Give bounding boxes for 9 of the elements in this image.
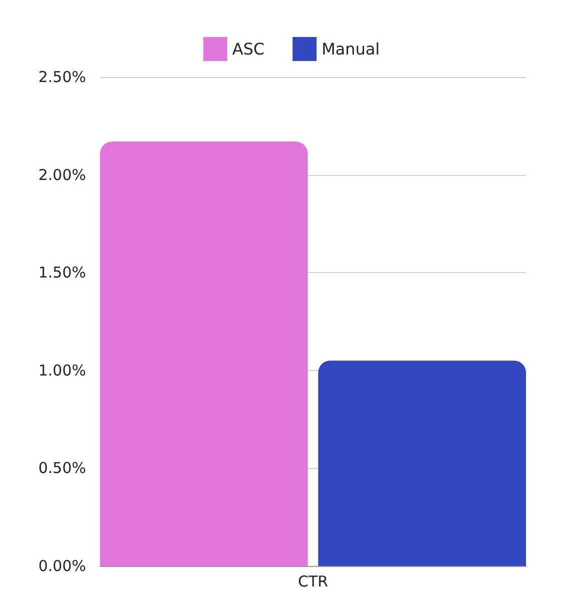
x-tick-label: CTR [298,572,328,590]
y-tick-label: 0.00% [38,557,86,575]
y-tick-label: 2.00% [38,166,86,184]
legend-label: ASC [232,40,265,58]
y-tick-label: 1.50% [38,264,86,282]
y-tick-label: 2.50% [38,68,86,86]
legend-label: Manual [322,40,380,58]
y-tick-label: 0.50% [38,459,86,478]
y-tick-label: 1.00% [38,361,86,380]
